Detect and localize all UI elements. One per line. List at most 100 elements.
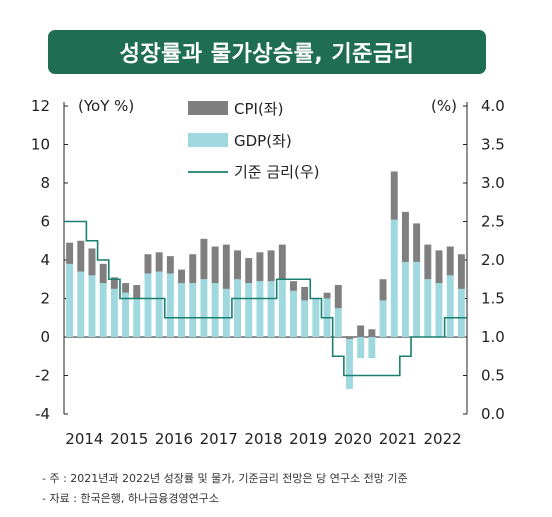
x-tick-label: 2022 [424, 430, 462, 448]
gdp-bar [457, 288, 465, 337]
cpi-bar [267, 250, 275, 282]
x-tick-label: 2014 [65, 430, 103, 448]
cpi-bar [122, 283, 130, 293]
gdp-bar [200, 279, 208, 337]
cpi-bar [457, 254, 465, 289]
cpi-bar [413, 223, 421, 262]
gdp-bar [178, 283, 186, 337]
x-tick-label: 2020 [334, 430, 372, 448]
gdp-bar [357, 337, 365, 359]
gdp-bar [155, 271, 163, 337]
cpi-bar [99, 263, 107, 284]
cpi-bar [368, 329, 376, 337]
gdp-bar [88, 275, 96, 337]
cpi-bar [222, 244, 230, 289]
gdp-bar [166, 273, 174, 337]
title-banner: 성장률과 물가상승률, 기준금리 [48, 30, 486, 74]
cpi-bar [379, 279, 387, 301]
cpi-bar [245, 258, 253, 284]
left-unit-label: (YoY %) [78, 97, 134, 115]
left-tick-label: 10 [31, 136, 50, 154]
left-tick-label: 12 [31, 97, 50, 115]
legend-label-gdp: GDP(좌) [234, 132, 292, 150]
chart-title: 성장률과 물가상승률, 기준금리 [119, 42, 415, 67]
x-tick-label: 2016 [155, 430, 193, 448]
gdp-bar [99, 283, 107, 337]
x-tick-label: 2021 [379, 430, 417, 448]
gdp-bar [413, 261, 421, 337]
rate-line-group [64, 220, 467, 377]
cpi-bar [200, 238, 208, 280]
gdp-bar [424, 279, 432, 337]
gdp-bar [267, 281, 275, 337]
gdp-bar [234, 279, 241, 337]
gdp-bar [278, 279, 286, 337]
left-tick-label: 4 [40, 251, 50, 269]
right-tick-label: 0.0 [481, 405, 505, 423]
right-tick-label: 4.0 [481, 97, 505, 115]
cpi-bar [155, 252, 163, 272]
left-tick-label: 2 [40, 290, 50, 308]
gdp-bar [256, 281, 264, 337]
cpi-bar [133, 285, 141, 299]
cpi-bar [435, 250, 443, 284]
right-tick-label: 2.5 [481, 213, 505, 231]
cpi-bar [357, 325, 365, 337]
right-tick-label: 0.5 [481, 367, 505, 385]
gdp-bar [390, 219, 398, 337]
cpi-bar [110, 277, 118, 289]
base-rate-line [64, 220, 467, 377]
cpi-bar [401, 211, 409, 262]
left-tick-label: 0 [40, 328, 50, 346]
legend-swatch-gdp [188, 133, 228, 147]
right-tick-label: 3.5 [481, 136, 505, 154]
gdp-bar [110, 288, 118, 337]
x-tick-label: 2019 [289, 430, 327, 448]
axes: -4 -2 0 2 4 6 8 10 12 0.0 0.5 1.0 1.5 2.0 2.5 3.0 3.5 4.0… [31, 97, 505, 448]
note-line-1: - 주 : 2021년과 2022년 성장률 및 물가, 기준금리 전망은 당 … [42, 472, 408, 485]
gdp-bar [133, 298, 141, 337]
cpi-bar [234, 250, 241, 280]
gdp-bar [122, 292, 130, 337]
x-tick-label: 2017 [200, 430, 238, 448]
gdp-bar [144, 273, 152, 337]
cpi-bar [290, 281, 297, 291]
gdp-bar [334, 308, 342, 337]
right-tick-label: 1.0 [481, 328, 505, 346]
left-tick-label: 6 [40, 213, 50, 231]
cpi-bar [334, 285, 342, 309]
cpi-bar [211, 246, 219, 284]
gdp-bar [245, 283, 253, 337]
left-tick-label: -2 [35, 367, 50, 385]
right-tick-label: 1.5 [481, 290, 505, 308]
gdp-bar [301, 300, 309, 337]
bars [66, 171, 465, 389]
gdp-bar [222, 288, 230, 337]
cpi-bar [178, 269, 186, 284]
note-line-2: - 자료 : 한국은행, 하나금융경영연구소 [42, 492, 219, 505]
gdp-bar [66, 263, 74, 337]
gdp-bar [446, 275, 454, 337]
x-tick-label: 2018 [244, 430, 282, 448]
gdp-bar [345, 337, 353, 389]
left-tick-label: 8 [40, 174, 50, 192]
cpi-bar [77, 240, 85, 272]
gdp-bar [401, 261, 409, 337]
gdp-bar [312, 298, 320, 337]
right-unit-label: (%) [431, 97, 457, 115]
cpi-bar [278, 244, 286, 280]
x-tick-label: 2015 [110, 430, 148, 448]
right-tick-label: 3.0 [481, 174, 505, 192]
legend-swatch-cpi [188, 101, 228, 115]
cpi-bar [256, 252, 264, 282]
gdp-bar [435, 283, 443, 337]
cpi-bar [301, 286, 309, 301]
cpi-bar [66, 242, 74, 264]
cpi-bar [88, 248, 96, 276]
gdp-bar [77, 271, 85, 337]
gdp-bar [290, 290, 297, 337]
gdp-bar [189, 283, 197, 337]
gdp-bar [379, 300, 387, 337]
legend-label-cpi: CPI(좌) [234, 100, 283, 118]
